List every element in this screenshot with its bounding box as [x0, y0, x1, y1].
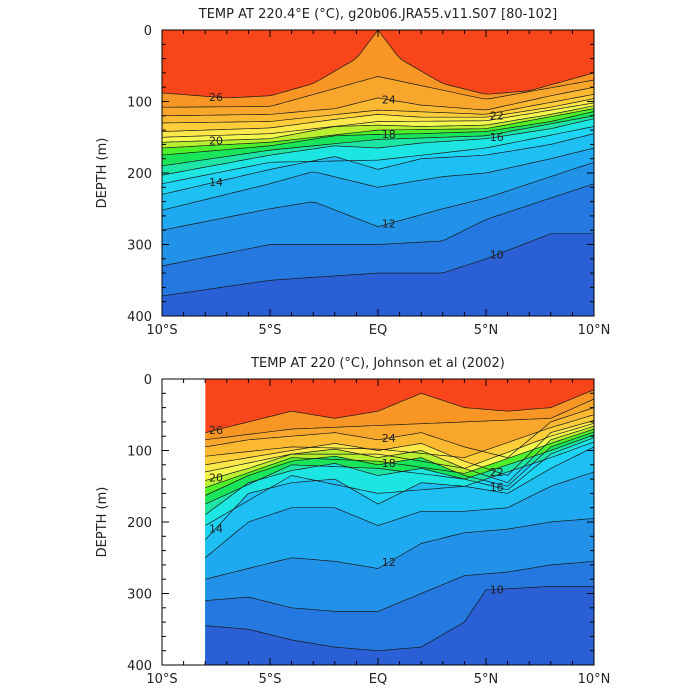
y-axis-label: DEPTH (m): [95, 138, 110, 209]
isotherm-16: [162, 118, 594, 176]
isotherm-25: [205, 398, 594, 441]
y-tick-label: 200: [127, 516, 152, 531]
isotherm-21: [162, 102, 594, 138]
x-tick-label: 10°N: [578, 672, 611, 687]
y-tick-label: 400: [127, 659, 152, 674]
contour-label-10: 10: [490, 583, 504, 596]
isotherm-14: [205, 446, 594, 541]
band-below-10: [162, 233, 594, 316]
y-tick-label: 100: [127, 445, 152, 460]
x-tick-label: EQ: [369, 672, 387, 687]
contour-label-22: 22: [490, 110, 504, 123]
contour-label-24: 24: [382, 94, 396, 107]
isotherm-23: [205, 414, 594, 458]
isotherm-19: [162, 108, 594, 149]
isotherm-13: [205, 471, 594, 559]
chart-title: TEMP AT 220.4°E (°C), g20b06.JRA55.v11.S…: [198, 7, 557, 22]
y-tick-label: 400: [127, 310, 152, 325]
isotherm-20: [162, 105, 594, 143]
isotherm-16: [205, 437, 594, 516]
x-tick-label: 10°S: [146, 672, 177, 687]
isotherm-19: [205, 428, 594, 489]
x-tick-label: 5°S: [258, 672, 281, 687]
isotherm-26: [205, 389, 594, 433]
isotherm-24: [205, 407, 594, 458]
isotherm-10: [205, 586, 594, 652]
isotherm-18: [205, 431, 594, 496]
isotherm-24: [162, 86, 594, 117]
contour-label-14: 14: [209, 176, 223, 189]
contour-label-18: 18: [382, 457, 396, 470]
contour-label-10: 10: [490, 249, 504, 262]
band-below-10: [205, 586, 594, 665]
contour-label-24: 24: [382, 432, 396, 445]
x-tick-label: 10°N: [578, 323, 611, 338]
x-tick-label: EQ: [369, 323, 387, 338]
isotherm-22: [205, 420, 594, 476]
isotherm-12: [162, 161, 594, 231]
isotherm-23: [162, 94, 594, 124]
contour-fills: [205, 379, 594, 665]
y-tick-label: 0: [144, 373, 152, 388]
contour-label-12: 12: [382, 556, 396, 569]
isotherm-22: [162, 98, 594, 132]
contour-label-26: 26: [209, 91, 223, 104]
x-tick-label: 5°N: [474, 323, 499, 338]
isotherm-21: [205, 422, 594, 473]
contour-fills: [162, 30, 594, 316]
contour-label-20: 20: [209, 471, 223, 484]
isotherm-12: [205, 518, 594, 580]
contour-lines: 26 24 22 20 18 16 14 12 10: [162, 30, 594, 297]
isotherm-20: [205, 425, 594, 484]
contour-label-18: 18: [382, 128, 396, 141]
chart-title: TEMP AT 220 (°C), Johnson et al (2002): [250, 356, 505, 371]
y-tick-label: 100: [127, 96, 152, 111]
y-tick-label: 200: [127, 167, 152, 182]
y-tick-label: 300: [127, 239, 152, 254]
isotherm-17: [205, 434, 594, 505]
isotherm-25: [162, 76, 594, 108]
isotherm-11: [162, 183, 594, 267]
contour-label-12: 12: [382, 218, 396, 231]
contour-label-16: 16: [490, 131, 504, 144]
contour-label-20: 20: [209, 134, 223, 147]
x-tick-label: 10°S: [146, 323, 177, 338]
isotherm-26: [162, 30, 594, 99]
contour-panel-1: 26 24 22 20 18 16 14 12 10 10°S 5°S EQ 5°N 10°N 0 100 20…: [95, 7, 610, 338]
isotherm-15: [162, 126, 594, 185]
isotherm-10: [162, 233, 594, 297]
isotherm-14: [162, 133, 594, 195]
isotherm-13: [162, 147, 594, 211]
y-axis-label: DEPTH (m): [95, 487, 110, 558]
y-tick-label: 0: [144, 24, 152, 39]
isotherm-11: [205, 560, 594, 612]
x-tick-label: 5°N: [474, 672, 499, 687]
x-tick-label: 5°S: [258, 323, 281, 338]
isotherm-17: [162, 115, 594, 167]
contour-label-26: 26: [209, 424, 223, 437]
y-tick-label: 300: [127, 588, 152, 603]
contour-label-14: 14: [209, 522, 223, 535]
isotherm-18: [162, 111, 594, 156]
